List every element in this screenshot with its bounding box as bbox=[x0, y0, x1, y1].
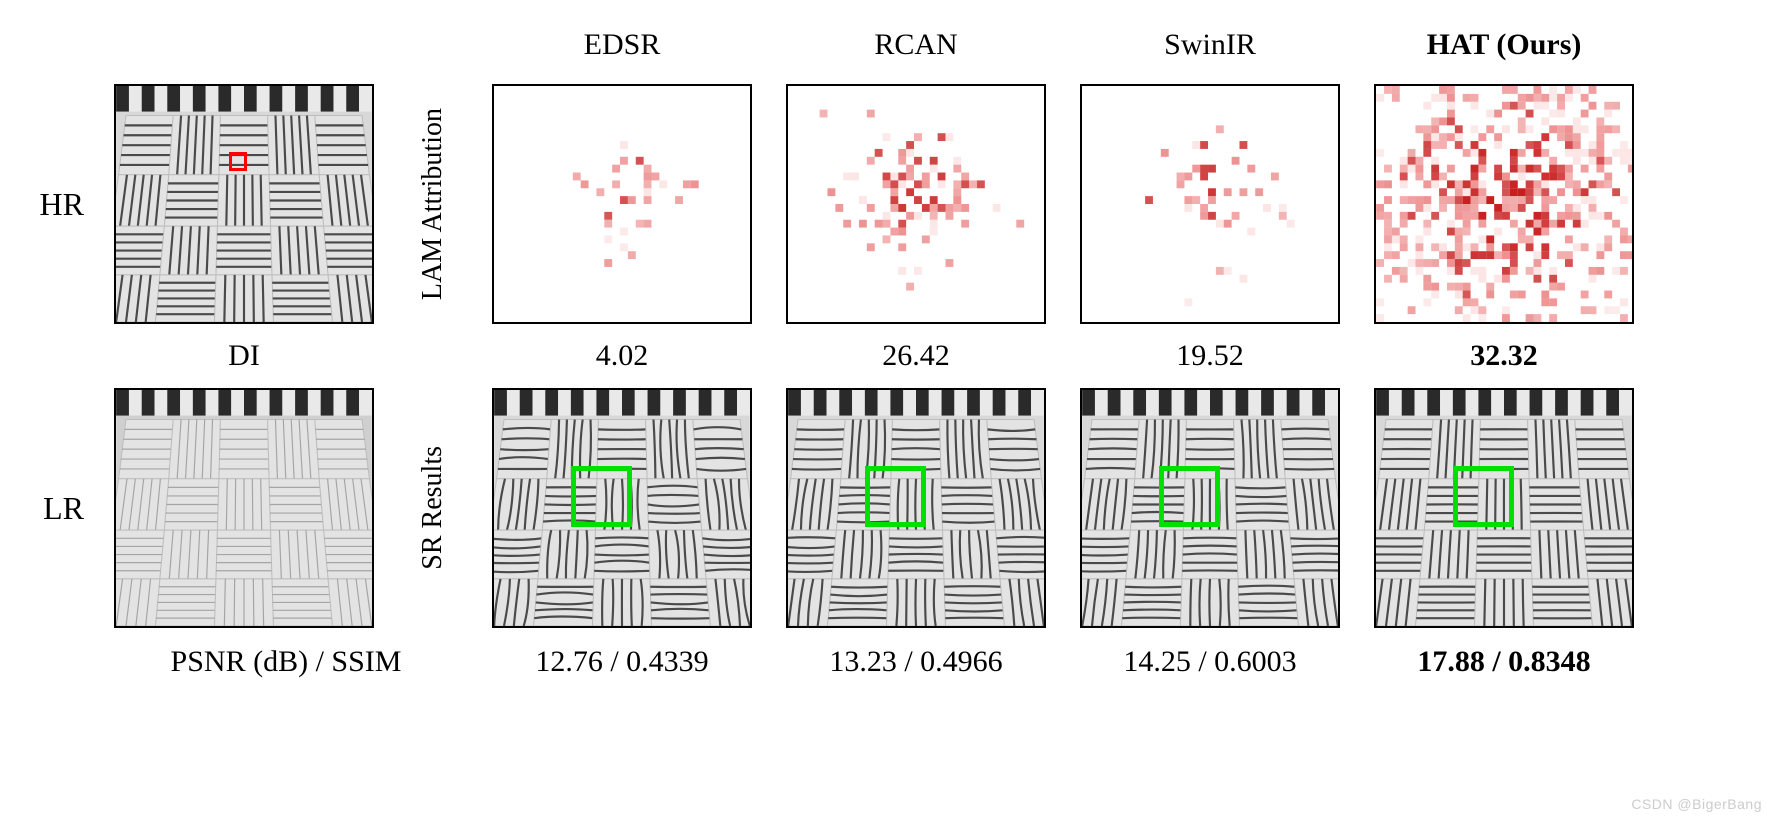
metric-rcan: 13.23 / 0.4966 bbox=[829, 645, 1002, 679]
figure-grid: EDSR RCAN SwinIR HAT (Ours) HR LAM Attri… bbox=[30, 20, 1744, 682]
lam-swinir bbox=[1080, 84, 1340, 324]
label-lr: LR bbox=[43, 490, 90, 527]
watermark: CSDN @BigerBang bbox=[1631, 796, 1762, 812]
sr-hat bbox=[1374, 388, 1634, 628]
sr-rcan bbox=[786, 388, 1046, 628]
di-swinir: 19.52 bbox=[1176, 339, 1244, 373]
hr-red-roi bbox=[229, 152, 247, 171]
di-hat: 32.32 bbox=[1470, 339, 1538, 373]
label-sr: SR Results bbox=[417, 446, 449, 570]
lr-svg bbox=[116, 390, 372, 626]
header-swinir: SwinIR bbox=[1164, 28, 1256, 62]
lam-edsr bbox=[492, 84, 752, 324]
metric-swinir: 14.25 / 0.6003 bbox=[1123, 645, 1296, 679]
label-hr: HR bbox=[40, 186, 90, 223]
metric-edsr: 12.76 / 0.4339 bbox=[535, 645, 708, 679]
metric-hat: 17.88 / 0.8348 bbox=[1417, 645, 1590, 679]
lr-image bbox=[114, 388, 374, 628]
label-metric: PSNR (dB) / SSIM bbox=[171, 645, 402, 679]
label-di: DI bbox=[228, 339, 260, 373]
header-edsr: EDSR bbox=[584, 28, 661, 62]
label-lam: LAM Attribution bbox=[417, 108, 449, 300]
roi-edsr bbox=[571, 466, 632, 527]
roi-swinir bbox=[1159, 466, 1220, 527]
roi-rcan bbox=[865, 466, 926, 527]
lam-hat bbox=[1374, 84, 1634, 324]
di-rcan: 26.42 bbox=[882, 339, 950, 373]
di-edsr: 4.02 bbox=[596, 339, 649, 373]
header-rcan: RCAN bbox=[874, 28, 957, 62]
roi-hat bbox=[1453, 466, 1514, 527]
header-hat: HAT (Ours) bbox=[1427, 28, 1582, 62]
sr-swinir bbox=[1080, 388, 1340, 628]
lam-rcan bbox=[786, 84, 1046, 324]
hr-image bbox=[114, 84, 374, 324]
hr-svg bbox=[116, 86, 372, 322]
sr-edsr bbox=[492, 388, 752, 628]
